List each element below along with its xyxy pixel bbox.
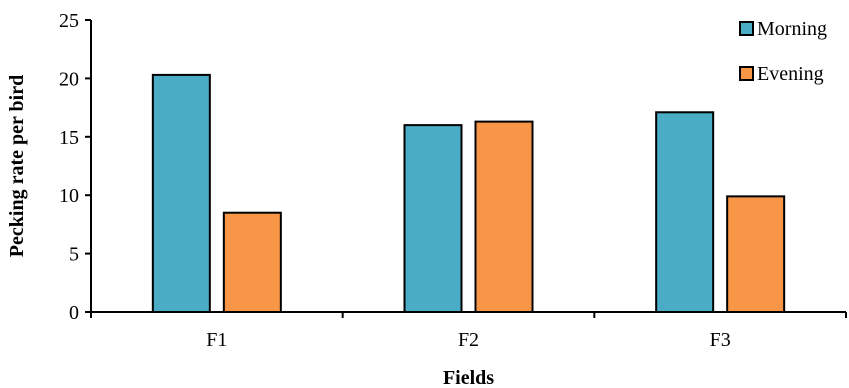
y-tick-label: 15 (59, 127, 79, 149)
y-tick-label: 5 (69, 244, 79, 266)
legend-label-morning: Morning (757, 18, 827, 40)
x-tick-label-f3: F3 (710, 329, 731, 351)
bar-evening-f2 (474, 120, 534, 313)
y-tick-label: 20 (59, 68, 79, 90)
bars-group (151, 73, 786, 314)
bar-evening-f3 (726, 195, 786, 313)
y-tick-label: 0 (69, 302, 79, 324)
x-ticks-group: F1 F2 F3 (90, 312, 847, 351)
bar-morning-f1 (151, 73, 211, 313)
bar-evening-f1 (222, 211, 282, 313)
bar-morning-f2 (403, 124, 463, 314)
y-tick-label: 25 (59, 10, 79, 32)
y-axis-title: Pecking rate per bird (6, 75, 28, 257)
x-tick-label-f2: F2 (458, 329, 479, 351)
y-tick-label: 10 (59, 185, 79, 207)
legend-label-evening: Evening (757, 63, 824, 85)
legend: Morning Evening (739, 18, 827, 85)
bar-morning-f3 (655, 111, 715, 313)
x-axis-title: Fields (443, 367, 494, 388)
y-ticks-group: 0 5 10 15 20 25 (59, 10, 91, 324)
legend-swatch-evening (739, 66, 754, 81)
x-tick-label-f1: F1 (206, 329, 227, 351)
legend-swatch-morning (739, 21, 754, 36)
